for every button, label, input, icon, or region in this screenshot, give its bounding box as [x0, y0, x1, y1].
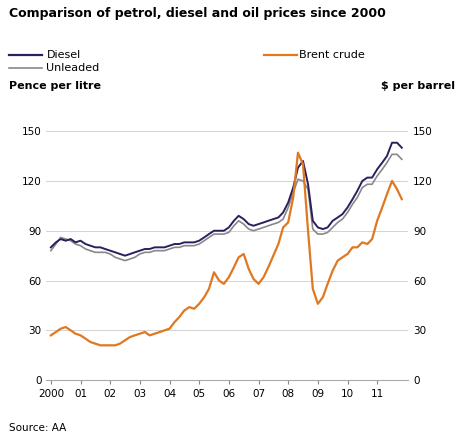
Text: Comparison of petrol, diesel and oil prices since 2000: Comparison of petrol, diesel and oil pri…: [9, 7, 385, 20]
Text: Source: AA: Source: AA: [9, 423, 66, 433]
Text: Pence per litre: Pence per litre: [9, 81, 101, 91]
Text: Diesel: Diesel: [46, 50, 81, 59]
Text: Unleaded: Unleaded: [46, 63, 100, 73]
Text: Brent crude: Brent crude: [299, 50, 364, 59]
Text: $ per barrel: $ per barrel: [380, 81, 454, 91]
